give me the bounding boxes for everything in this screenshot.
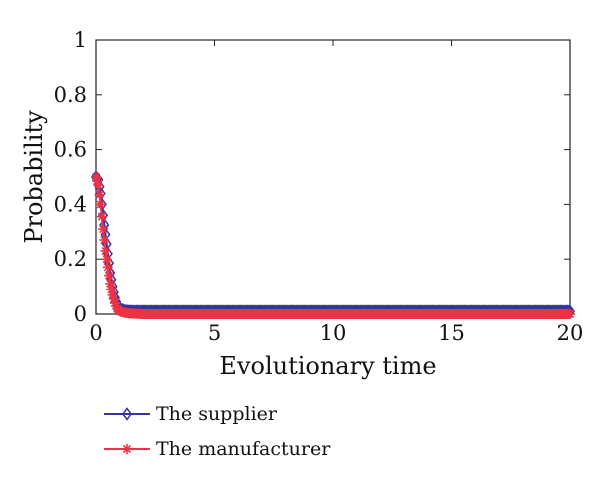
series-manufacturer — [91, 172, 575, 319]
y-tick-label: 0.8 — [54, 83, 87, 107]
series-layer — [90, 170, 576, 319]
manufacturer-marker — [93, 180, 104, 191]
y-axis-title: Probability — [20, 110, 48, 244]
y-axis-ticks: 0 0.2 0.4 0.6 0.8 1 — [54, 28, 570, 326]
x-tick-label: 0 — [89, 321, 102, 345]
y-tick-label: 0.6 — [54, 138, 87, 162]
manufacturer-marker — [102, 262, 113, 273]
manufacturer-marker — [98, 224, 109, 235]
manufacturer-marker — [565, 309, 575, 319]
x-tick-label: 10 — [320, 321, 347, 345]
series-line — [95, 176, 570, 315]
manufacturer-marker — [99, 235, 110, 246]
y-tick-label: 0 — [74, 302, 87, 326]
legend-item: The supplier — [104, 403, 278, 425]
series-supplier — [90, 170, 576, 319]
y-tick-label: 1 — [74, 28, 87, 52]
manufacturer-marker — [100, 245, 111, 256]
x-axis-ticks: 0 5 10 15 20 — [89, 40, 583, 345]
manufacturer-marker — [104, 270, 115, 281]
legend-diamond-marker — [121, 407, 133, 421]
x-tick-label: 20 — [557, 321, 584, 345]
x-tick-label: 15 — [438, 321, 465, 345]
plot-frame — [95, 39, 571, 315]
legend-item: The manufacturer — [104, 438, 331, 460]
series-line — [95, 176, 570, 313]
x-axis-title: Evolutionary time — [219, 352, 436, 380]
legend-label: The manufacturer — [156, 438, 331, 460]
legend-label: The supplier — [156, 403, 278, 425]
legend-star-marker — [122, 444, 132, 454]
manufacturer-marker — [101, 254, 112, 265]
y-tick-label: 0.4 — [54, 192, 87, 216]
x-tick-label: 5 — [208, 321, 221, 345]
legend: The supplier The manufacturer — [104, 403, 331, 460]
manufacturer-marker — [95, 199, 106, 210]
manufacturer-marker — [96, 211, 107, 222]
manufacturer-marker — [94, 189, 105, 200]
y-tick-label: 0.2 — [54, 247, 87, 271]
